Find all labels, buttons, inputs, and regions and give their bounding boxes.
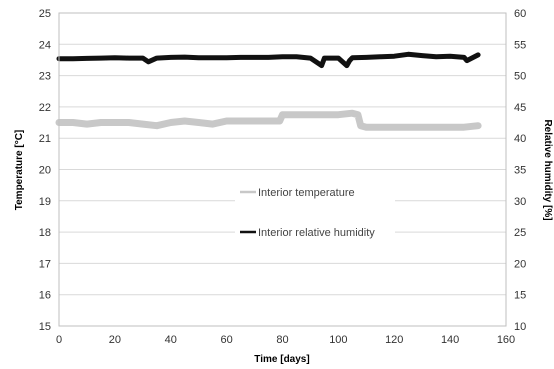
x-tick-label: 80 <box>276 334 288 346</box>
y-tick-label: 18 <box>39 227 51 239</box>
series-line-temperature <box>55 109 482 131</box>
y-tick-label: 21 <box>39 133 51 145</box>
y2-tick-label: 30 <box>514 196 526 208</box>
y-tick-label: 25 <box>39 8 51 20</box>
y-tick-label: 23 <box>39 71 51 83</box>
x-tick-label: 160 <box>497 334 515 346</box>
y-tick-label: 15 <box>39 321 51 333</box>
y2-tick-label: 50 <box>514 71 526 83</box>
y2-tick-label: 40 <box>514 133 526 145</box>
y-tick-label: 16 <box>39 290 51 302</box>
x-tick-label: 40 <box>165 334 177 346</box>
y2-tick-label: 10 <box>514 321 526 333</box>
series-line-humidity <box>56 51 481 69</box>
x-tick-label: 20 <box>109 334 121 346</box>
y2-tick-label: 35 <box>514 165 526 177</box>
y-tick-label: 20 <box>39 165 51 177</box>
grid-layer <box>59 43 506 296</box>
y2-tick-label: 60 <box>514 8 526 20</box>
y2-tick-label: 45 <box>514 102 526 114</box>
y-tick-label: 22 <box>39 102 51 114</box>
legend-label-humidity: Interior relative humidity <box>258 227 375 239</box>
legend-label-temperature: Interior temperature <box>258 187 355 199</box>
y2-axis-title: Relative humidity [%] <box>542 119 553 220</box>
x-tick-label: 140 <box>441 334 459 346</box>
y-tick-label: 19 <box>39 196 51 208</box>
series-layer <box>55 51 482 131</box>
plot-border <box>58 12 507 327</box>
y-tick-label: 24 <box>39 39 51 51</box>
y-axis-title: Temperature [°C] <box>14 130 25 211</box>
y2-tick-label: 55 <box>514 39 526 51</box>
ticks-layer: 15 16 17 18 19 20 21 22 23 24 25 10 15 20 25 30 35 40 45 50… <box>39 8 527 346</box>
y2-tick-label: 15 <box>514 290 526 302</box>
legend-background <box>235 180 395 244</box>
x-tick-label: 0 <box>56 334 62 346</box>
x-tick-label: 60 <box>221 334 233 346</box>
y2-tick-label: 20 <box>514 258 526 270</box>
y-tick-label: 17 <box>39 258 51 270</box>
x-tick-label: 120 <box>385 334 403 346</box>
y2-tick-label: 25 <box>514 227 526 239</box>
x-axis-title: Time [days] <box>254 354 309 365</box>
legend: Interior temperature Interior relative h… <box>235 180 395 244</box>
x-tick-label: 100 <box>329 334 347 346</box>
